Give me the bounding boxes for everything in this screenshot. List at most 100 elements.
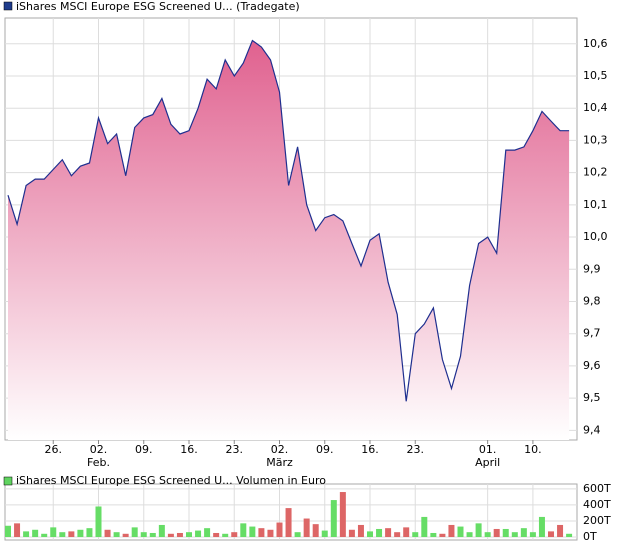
volume-bar bbox=[511, 532, 518, 537]
volume-bar bbox=[158, 524, 165, 537]
x-month-label: Feb. bbox=[87, 456, 110, 469]
legend: iShares MSCI Europe ESG Screened U... (T… bbox=[16, 0, 300, 13]
x-month-label: März bbox=[266, 456, 293, 469]
x-tick-label: 16. bbox=[180, 443, 198, 456]
volume-bar bbox=[376, 528, 383, 537]
y-tick-label: 10,2 bbox=[583, 166, 608, 179]
volume-bar bbox=[186, 532, 192, 537]
volume-bar bbox=[231, 532, 238, 537]
volume-bar bbox=[394, 532, 401, 537]
x-tick-label: 02. bbox=[271, 443, 289, 456]
x-month-label: April bbox=[475, 456, 500, 469]
legend: iShares MSCI Europe ESG Screened U... Vo… bbox=[16, 474, 326, 487]
volume-bar bbox=[276, 522, 283, 537]
y-tick-label: 10,5 bbox=[583, 69, 608, 82]
volume-bar bbox=[448, 524, 455, 537]
volume-bar bbox=[32, 529, 39, 537]
x-tick-label: 01. bbox=[479, 443, 497, 456]
x-tick-label: 02. bbox=[90, 443, 108, 456]
y-tick-label: 10,4 bbox=[583, 101, 608, 114]
volume-bar bbox=[195, 530, 202, 537]
volume-bar bbox=[113, 532, 120, 537]
y-tick-label: 10,0 bbox=[583, 230, 608, 243]
volume-bar bbox=[421, 516, 428, 537]
volume-bar bbox=[204, 528, 211, 537]
y-tick-label: 400T bbox=[583, 498, 611, 511]
volume-bar bbox=[312, 524, 319, 537]
volume-bar bbox=[484, 532, 491, 537]
volume-bar bbox=[303, 518, 310, 537]
volume-bar bbox=[339, 492, 346, 537]
volume-bar bbox=[213, 532, 220, 537]
volume-bar bbox=[149, 532, 156, 537]
volume-bar bbox=[330, 500, 337, 537]
volume-bar bbox=[294, 532, 301, 537]
volume-bar bbox=[86, 528, 93, 537]
x-tick-label: 26. bbox=[45, 443, 63, 456]
volume-bar bbox=[403, 527, 410, 537]
volume-bar bbox=[23, 531, 30, 537]
volume-bar bbox=[385, 528, 392, 537]
volume-bar bbox=[222, 533, 229, 537]
volume-bar bbox=[5, 525, 11, 537]
y-tick-label: 9,8 bbox=[583, 294, 601, 307]
volume-bar bbox=[321, 530, 328, 537]
volume-bar bbox=[50, 527, 57, 537]
y-tick-label: 9,9 bbox=[583, 262, 601, 275]
volume-bar bbox=[167, 533, 174, 537]
volume-bar bbox=[240, 523, 247, 537]
volume-bar bbox=[357, 524, 364, 537]
volume-bar bbox=[538, 516, 545, 537]
volume-bar bbox=[466, 532, 473, 537]
y-tick-label: 200T bbox=[583, 514, 611, 527]
y-tick-label: 9,4 bbox=[583, 423, 601, 436]
volume-bar bbox=[502, 528, 509, 537]
price-area bbox=[8, 40, 570, 440]
volume-bar bbox=[548, 531, 554, 537]
volume-bar bbox=[41, 533, 48, 537]
volume-bar bbox=[557, 524, 564, 537]
volume-bar bbox=[77, 529, 84, 537]
volume-bar bbox=[430, 532, 437, 537]
y-tick-label: 10,6 bbox=[583, 37, 608, 50]
volume-bar bbox=[249, 526, 256, 537]
volume-bar bbox=[140, 532, 147, 537]
x-tick-label: 23. bbox=[407, 443, 425, 456]
volume-bar bbox=[412, 532, 419, 537]
volume-bar bbox=[475, 523, 482, 537]
volume-bar bbox=[493, 528, 500, 537]
volume-bar bbox=[520, 528, 527, 537]
volume-bar bbox=[59, 532, 66, 537]
x-tick-label: 09. bbox=[135, 443, 153, 456]
y-tick-label: 9,7 bbox=[583, 327, 601, 340]
volume-bar bbox=[95, 506, 102, 537]
price-line bbox=[7, 39, 570, 402]
volume-bar bbox=[176, 532, 183, 537]
volume-bar bbox=[529, 532, 536, 537]
volume-bar bbox=[14, 523, 21, 537]
volume-bar bbox=[104, 529, 111, 537]
volume-bar bbox=[285, 508, 292, 537]
volume-bar bbox=[457, 526, 464, 537]
y-tick-label: 9,5 bbox=[583, 391, 601, 404]
x-tick-label: 10. bbox=[524, 443, 542, 456]
x-tick-label: 16. bbox=[361, 443, 379, 456]
x-tick-label: 09. bbox=[316, 443, 334, 456]
volume-bar bbox=[68, 531, 75, 537]
y-tick-label: 0T bbox=[583, 530, 597, 543]
volume-bar bbox=[566, 533, 573, 537]
volume-bar bbox=[122, 533, 129, 537]
y-tick-label: 10,1 bbox=[583, 198, 608, 211]
legend-swatch bbox=[3, 476, 13, 486]
y-tick-label: 9,6 bbox=[583, 359, 601, 372]
volume-bar bbox=[267, 529, 274, 537]
volume-bar bbox=[439, 533, 446, 537]
volume-bar bbox=[348, 529, 355, 537]
volume-bar bbox=[131, 527, 138, 537]
y-tick-label: 600T bbox=[583, 482, 611, 495]
volume-bar bbox=[258, 528, 265, 537]
legend-swatch bbox=[3, 1, 13, 11]
x-tick-label: 23. bbox=[226, 443, 244, 456]
y-tick-label: 10,3 bbox=[583, 133, 608, 146]
